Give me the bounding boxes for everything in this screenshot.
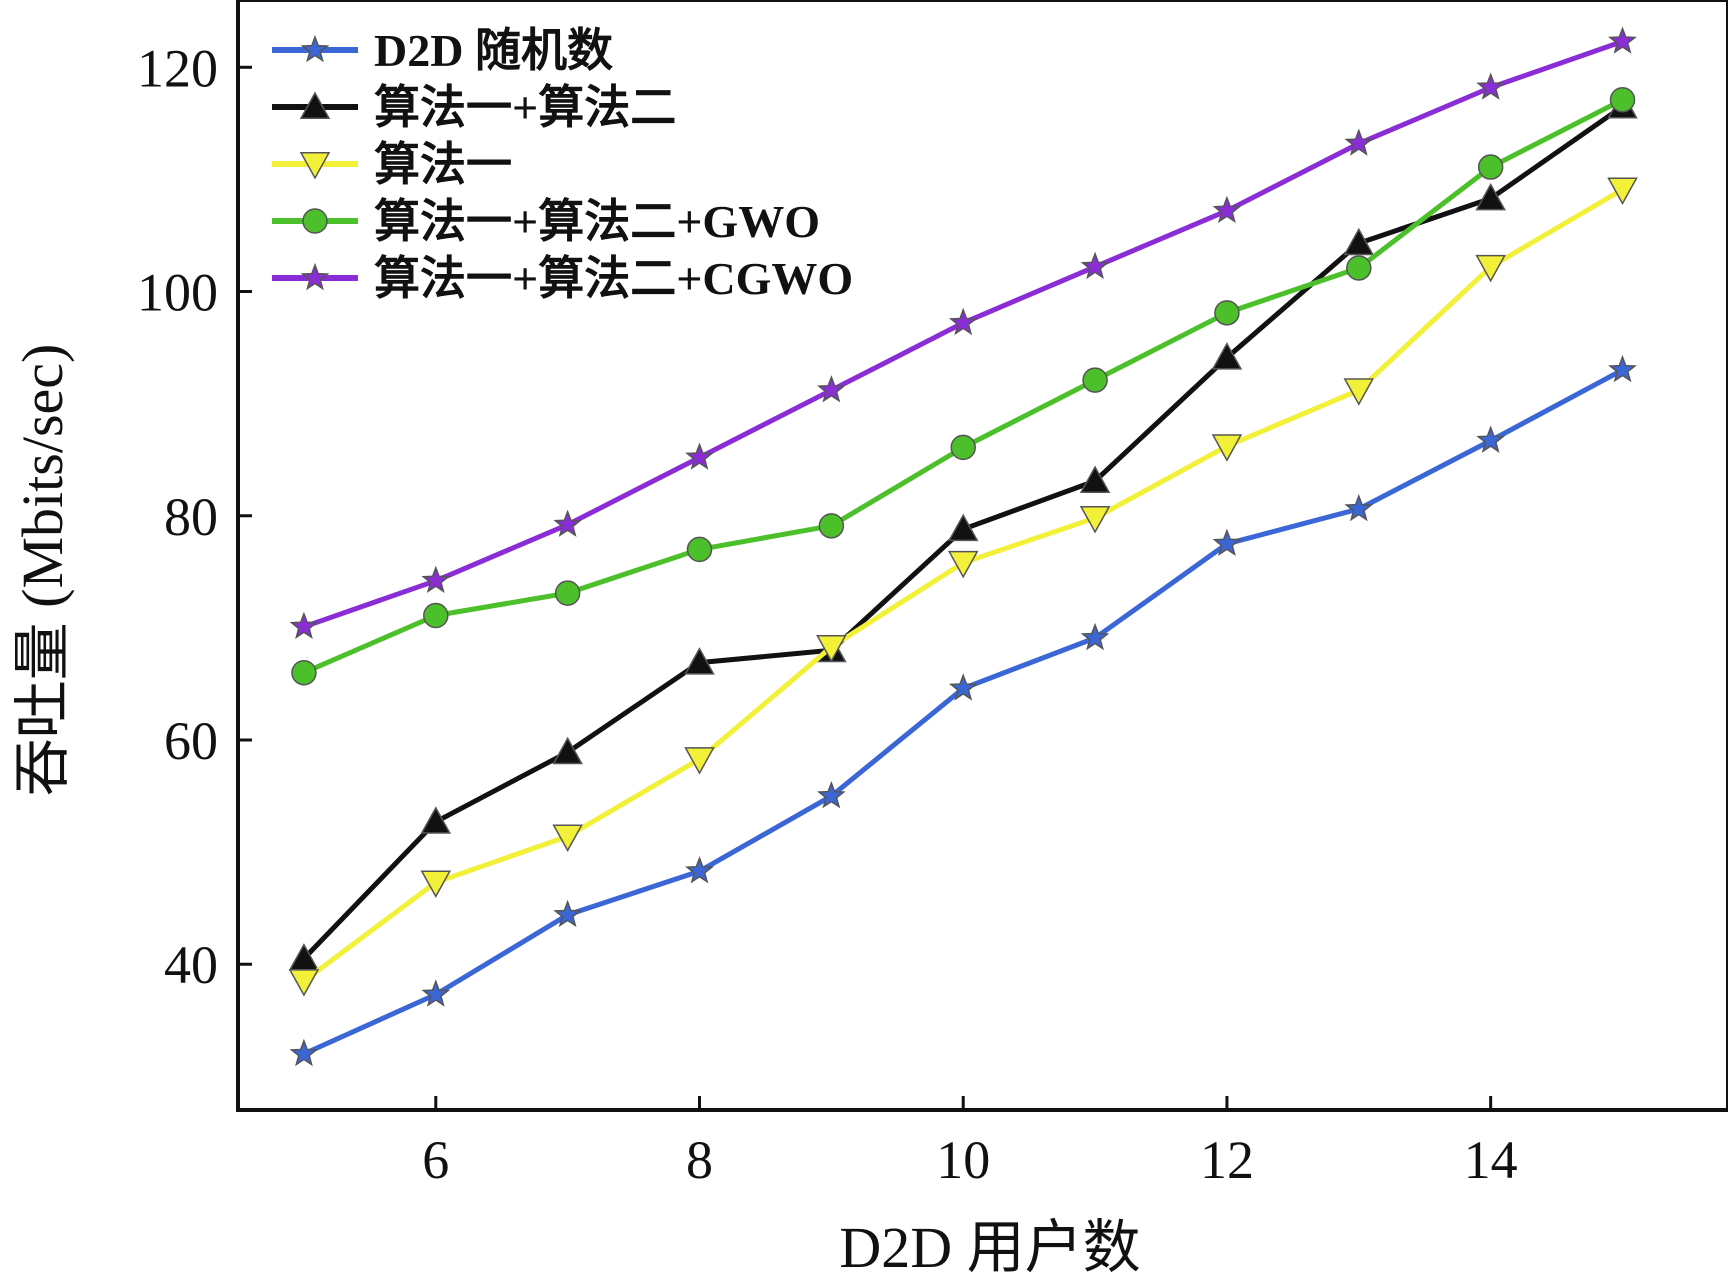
series-1-point-9: [1477, 184, 1505, 209]
series-4-point-10: [1610, 29, 1635, 53]
y-tick-label-2: 80: [164, 487, 218, 547]
series-3-point-5: [951, 435, 975, 459]
series-0: [292, 357, 1635, 1065]
series-2-point-10: [1609, 178, 1637, 203]
legend-marker-0: [303, 37, 328, 61]
series-3-point-8: [1347, 256, 1371, 280]
series-4-point-0: [292, 614, 317, 638]
x-tick-label-0: 6: [422, 1130, 449, 1190]
legend-marker-4: [303, 265, 328, 289]
x-axis-title: D2D 用户数: [839, 1215, 1140, 1274]
legend: D2D 随机数算法一+算法二算法一算法一+算法二+GWO 算法一+算法二+CGWO: [272, 25, 853, 304]
series-3-point-10: [1611, 88, 1635, 112]
x-tick-label-4: 14: [1464, 1130, 1518, 1190]
series-2-point-5: [949, 552, 977, 577]
y-tick-label-4: 120: [137, 38, 218, 98]
series-2-point-8: [1345, 379, 1373, 404]
y-axis-title: 吞吐量 (Mbits/sec): [10, 344, 75, 797]
series-4-point-2: [555, 512, 580, 536]
x-tick-label-2: 10: [936, 1130, 990, 1190]
series-0-point-6: [1083, 625, 1108, 649]
series-3-point-0: [292, 661, 316, 685]
series-3-point-1: [424, 604, 448, 628]
series-0-point-8: [1346, 496, 1371, 520]
series-2-point-3: [686, 748, 714, 773]
legend-label-2: 算法一: [374, 139, 512, 190]
series-3-point-6: [1083, 368, 1107, 392]
series-1-point-2: [554, 738, 582, 763]
series-3-point-9: [1479, 155, 1503, 179]
legend-marker-3: [303, 209, 327, 233]
series-4-point-7: [1215, 198, 1240, 222]
legend-label-0: D2D 随机数: [374, 25, 613, 76]
series-0-point-0: [292, 1041, 317, 1065]
y-tick-label-0: 40: [164, 935, 218, 995]
y-tick-label-1: 60: [164, 711, 218, 771]
series-4-point-6: [1083, 254, 1108, 278]
series-line-0: [304, 370, 1623, 1054]
x-tick-label-3: 12: [1200, 1130, 1254, 1190]
y-tick-label-3: 100: [137, 263, 218, 323]
series-3-point-7: [1215, 301, 1239, 325]
series-4-point-1: [423, 568, 448, 592]
series-2-point-0: [290, 970, 318, 995]
series-0-point-1: [423, 982, 448, 1006]
series-1-point-1: [422, 808, 450, 833]
legend-label-3: 算法一+算法二+GWO: [374, 196, 820, 247]
series-0-point-3: [687, 858, 712, 882]
series-3-point-4: [819, 514, 843, 538]
x-tick-label-1: 8: [686, 1130, 713, 1190]
legend-label-4: 算法一+算法二+CGWO: [374, 253, 853, 304]
series-2-point-7: [1213, 435, 1241, 460]
legend-label-1: 算法一+算法二: [374, 82, 676, 133]
series-4-point-9: [1478, 75, 1503, 99]
series-3-point-2: [556, 581, 580, 605]
series-3-point-3: [688, 537, 712, 561]
